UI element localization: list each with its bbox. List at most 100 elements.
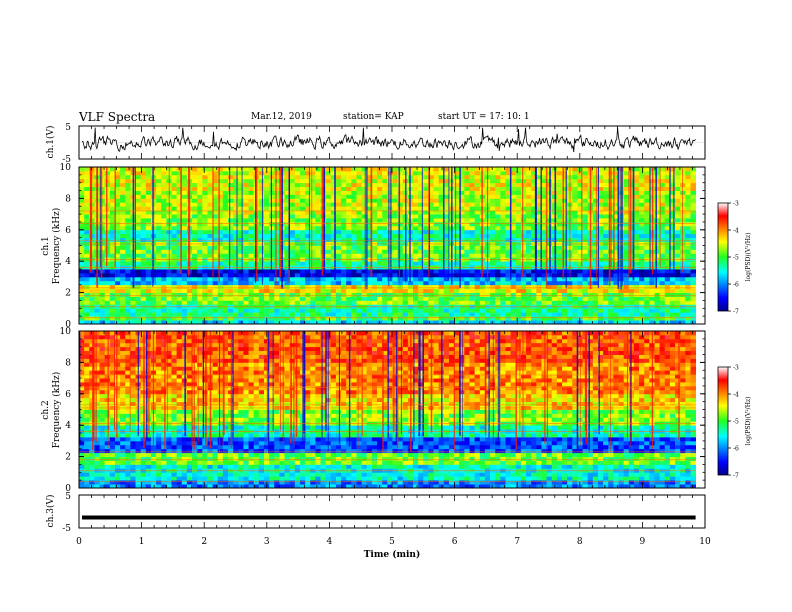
spectrogram-cell (572, 194, 578, 199)
spectrogram-cell (263, 186, 270, 191)
spectrogram-cell (628, 214, 635, 219)
spectrogram-cell (99, 167, 106, 172)
spectrogram-cell (258, 249, 265, 254)
spectrogram-cell (109, 186, 116, 191)
spectrogram-cell (464, 312, 470, 317)
spectrogram-cell (680, 186, 686, 191)
spectrogram-cell (181, 253, 188, 258)
spectrogram-cell (690, 221, 697, 227)
spectrogram-cell (484, 312, 491, 317)
spectrogram-cell (644, 261, 650, 266)
spectrogram-cell (114, 292, 121, 297)
spectrogram-cell (315, 229, 321, 235)
spectrogram-cell (356, 312, 363, 317)
spectrogram-cell (346, 178, 352, 184)
spectrogram-cell (520, 272, 527, 278)
spectrogram-cell (176, 300, 183, 305)
spectrogram-cell (418, 167, 424, 172)
spectrogram-cell (536, 320, 542, 325)
spectrogram-cell (228, 186, 234, 191)
spectrogram-cell (474, 272, 481, 278)
spectrogram-cell (320, 316, 327, 321)
spectrogram-cell (377, 190, 383, 195)
spectrogram-cell (135, 202, 142, 207)
spectrogram-cell (274, 182, 280, 188)
spectrogram-cell (423, 221, 429, 227)
spectrogram-cell (192, 308, 198, 313)
spectrogram-cell (582, 284, 589, 290)
spectrogram-cell (197, 261, 203, 266)
spectrogram-cell (659, 296, 666, 301)
spectrogram-cell (94, 296, 100, 301)
spectrogram-cell (495, 292, 501, 297)
spectrogram-cell (315, 167, 321, 172)
spectrogram-cell (654, 167, 661, 172)
spectrogram-cell (351, 229, 357, 235)
spectrogram-cell (526, 167, 532, 172)
spectrogram-cell (222, 221, 229, 227)
spectrogram-cell (428, 269, 434, 274)
spectrogram-cell (161, 190, 167, 195)
spectrogram-cell (603, 225, 609, 231)
spectrogram-cell (603, 237, 609, 242)
spectrogram-cell (392, 194, 398, 199)
spectrogram-cell (140, 320, 147, 325)
spectrogram-cell (438, 182, 445, 188)
spectrogram-cell (176, 206, 183, 211)
spectrogram-cell (428, 190, 434, 195)
spectrogram-cell (515, 237, 522, 242)
spectrogram-cell (654, 170, 661, 176)
spectrogram-cell (474, 221, 481, 227)
spectrogram-cell (181, 178, 188, 184)
spectrogram-cell (125, 245, 131, 250)
spectrogram-cell (217, 202, 224, 207)
spectrogram-cell (341, 288, 347, 294)
spectrogram-cell (330, 174, 337, 180)
spectrogram-cell (459, 214, 465, 219)
spectrogram-cell (104, 300, 111, 305)
spectrogram-cell (284, 210, 291, 215)
spectrogram-cell (325, 206, 332, 211)
spectrogram-cell (675, 261, 681, 266)
spectrogram-cell (181, 249, 188, 254)
spectrogram-cell (325, 237, 332, 242)
spectrogram-cell (99, 233, 106, 239)
spectrogram-cell (639, 316, 645, 321)
spectrogram-cell (207, 280, 213, 286)
spectrogram-cell (325, 245, 332, 250)
spectrogram-cell (315, 182, 321, 188)
spectrogram-cell (166, 296, 172, 301)
spectrogram-cell (490, 284, 496, 290)
spectrogram-cell (171, 225, 178, 231)
spectrogram-cell (294, 218, 301, 223)
spectrogram-cell (654, 178, 661, 184)
spectrogram-cell (79, 320, 85, 325)
spectrogram-cell (212, 170, 219, 176)
spectrogram-cell (125, 202, 131, 207)
spectrogram-cell (592, 261, 599, 266)
spectrogram-cell (120, 194, 126, 199)
spectrogram-cell (135, 245, 142, 250)
spectrogram-cell (371, 170, 378, 176)
spectrogram-cell (438, 202, 445, 207)
spectrogram-cell (572, 300, 578, 305)
spectrogram-cell (510, 182, 517, 188)
ch1-waveform-ylabel: ch.1(V) (45, 126, 56, 159)
spectrogram-cell (495, 167, 501, 172)
spectrogram-cell (659, 190, 666, 195)
spectrogram-cell (299, 312, 306, 317)
spectrogram-cell (310, 174, 316, 180)
spectrogram-cell (217, 320, 224, 325)
spectrogram-cell (382, 280, 388, 286)
spectrogram-cell (299, 316, 306, 321)
spectrogram-cell (366, 237, 373, 242)
spectrogram-cell (315, 194, 321, 199)
spectrogram-cell (531, 198, 537, 203)
spectrogram-cell (382, 261, 388, 266)
spectrogram-cell (433, 186, 440, 191)
spectrogram-cell (228, 198, 234, 203)
spectrogram-cell (258, 280, 265, 286)
spectrogram-cell (654, 269, 661, 274)
spectrogram-cell (623, 210, 630, 215)
spectrogram-cell (428, 284, 434, 290)
